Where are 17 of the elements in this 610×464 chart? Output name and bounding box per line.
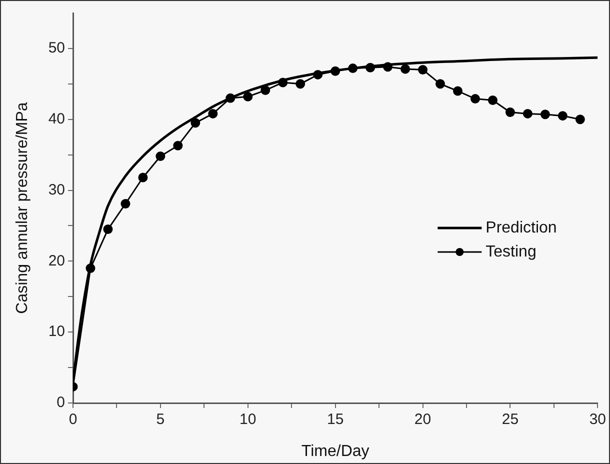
- x-tick-label: 30: [589, 411, 606, 428]
- x-tick-label: 25: [502, 411, 519, 428]
- y-tick-label: 40: [48, 110, 65, 128]
- legend-label: Testing: [486, 243, 536, 260]
- x-tick-label: 0: [68, 411, 78, 428]
- y-tick-label: 20: [48, 252, 65, 270]
- y-axis-title: Casing annular pressure/MPa: [14, 102, 32, 314]
- y-tick-label: 0: [56, 394, 65, 412]
- x-tick-label: 15: [326, 411, 344, 428]
- y-tick-label: 10: [48, 323, 65, 340]
- x-tick-label: 5: [156, 411, 165, 428]
- x-axis-title: Time/Day: [301, 442, 370, 460]
- y-tick-label: 50: [48, 40, 65, 57]
- y-tick-label: 30: [48, 181, 65, 198]
- legend-label: Prediction: [486, 219, 557, 236]
- x-tick-label: 10: [240, 411, 256, 428]
- x-tick-label: 20: [414, 411, 432, 428]
